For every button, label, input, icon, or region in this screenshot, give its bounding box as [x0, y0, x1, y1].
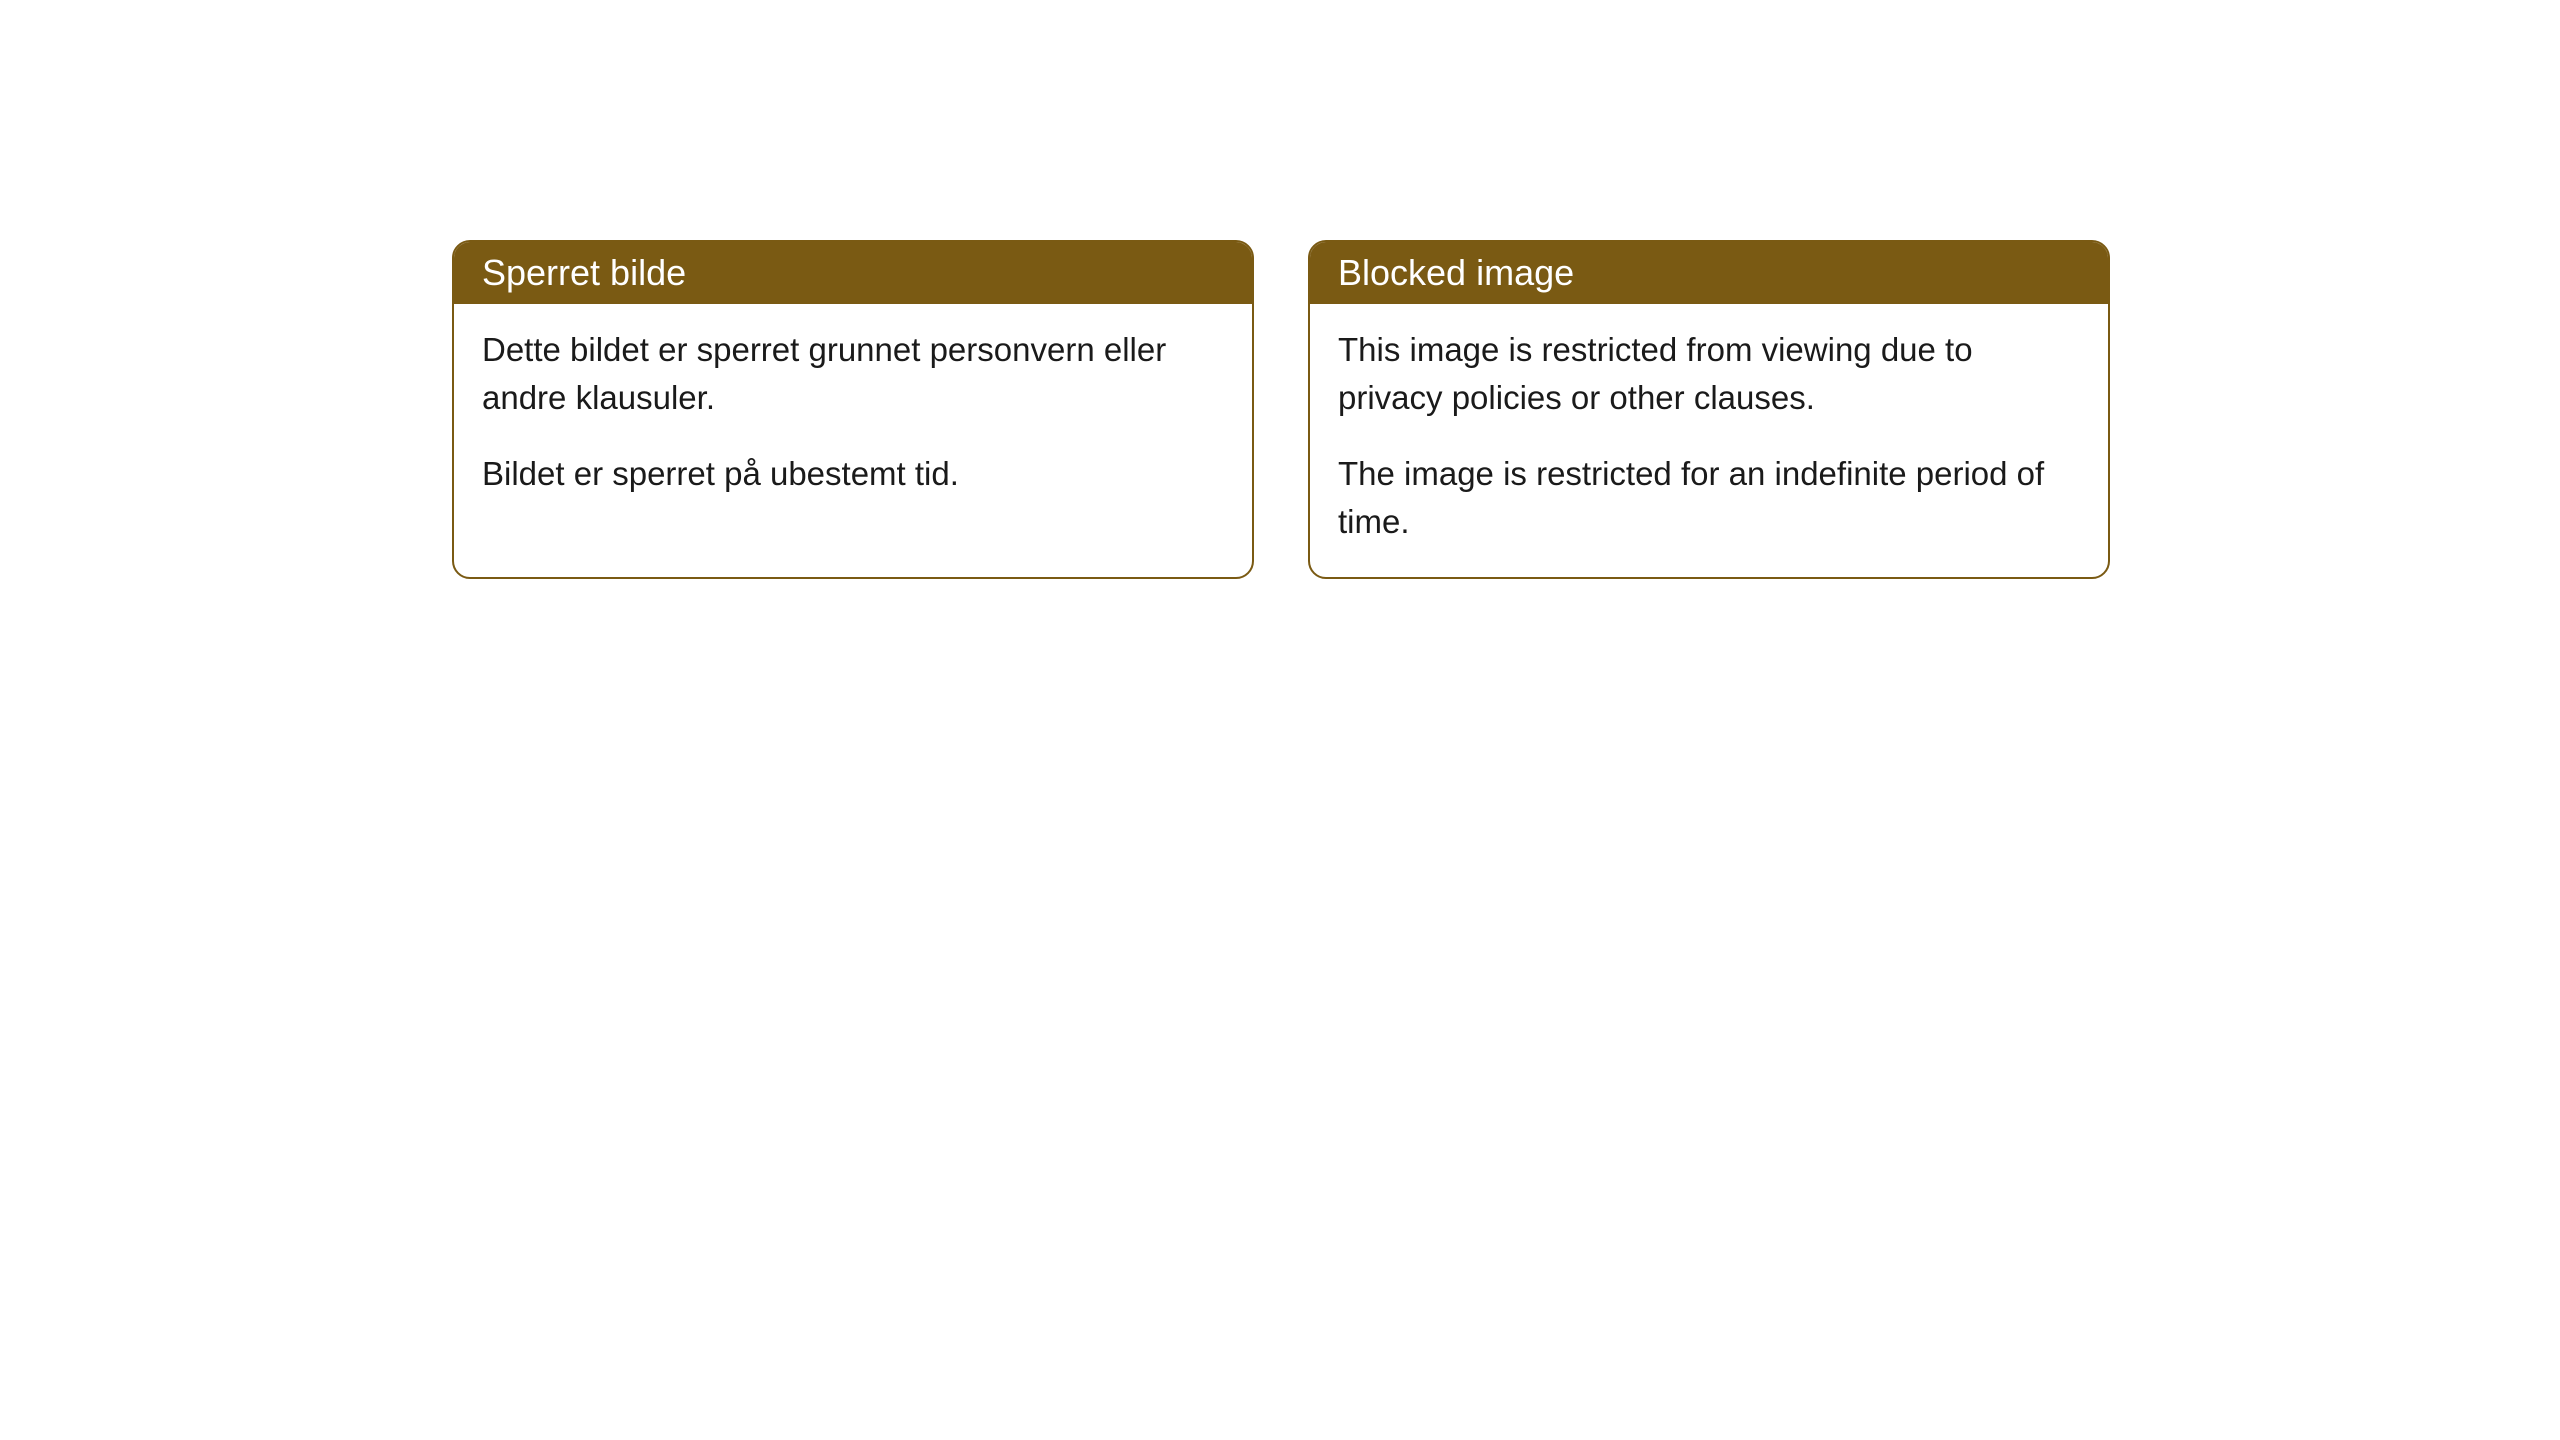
notice-title: Blocked image: [1338, 252, 1574, 293]
notice-paragraph: Bildet er sperret på ubestemt tid.: [482, 450, 1224, 498]
notice-container: Sperret bilde Dette bildet er sperret gr…: [0, 0, 2560, 579]
notice-paragraph: The image is restricted for an indefinit…: [1338, 450, 2080, 546]
notice-header: Sperret bilde: [454, 242, 1252, 304]
notice-card-english: Blocked image This image is restricted f…: [1308, 240, 2110, 579]
notice-body: This image is restricted from viewing du…: [1310, 304, 2108, 577]
notice-card-norwegian: Sperret bilde Dette bildet er sperret gr…: [452, 240, 1254, 579]
notice-paragraph: This image is restricted from viewing du…: [1338, 326, 2080, 422]
notice-title: Sperret bilde: [482, 252, 686, 293]
notice-header: Blocked image: [1310, 242, 2108, 304]
notice-paragraph: Dette bildet er sperret grunnet personve…: [482, 326, 1224, 422]
notice-body: Dette bildet er sperret grunnet personve…: [454, 304, 1252, 530]
